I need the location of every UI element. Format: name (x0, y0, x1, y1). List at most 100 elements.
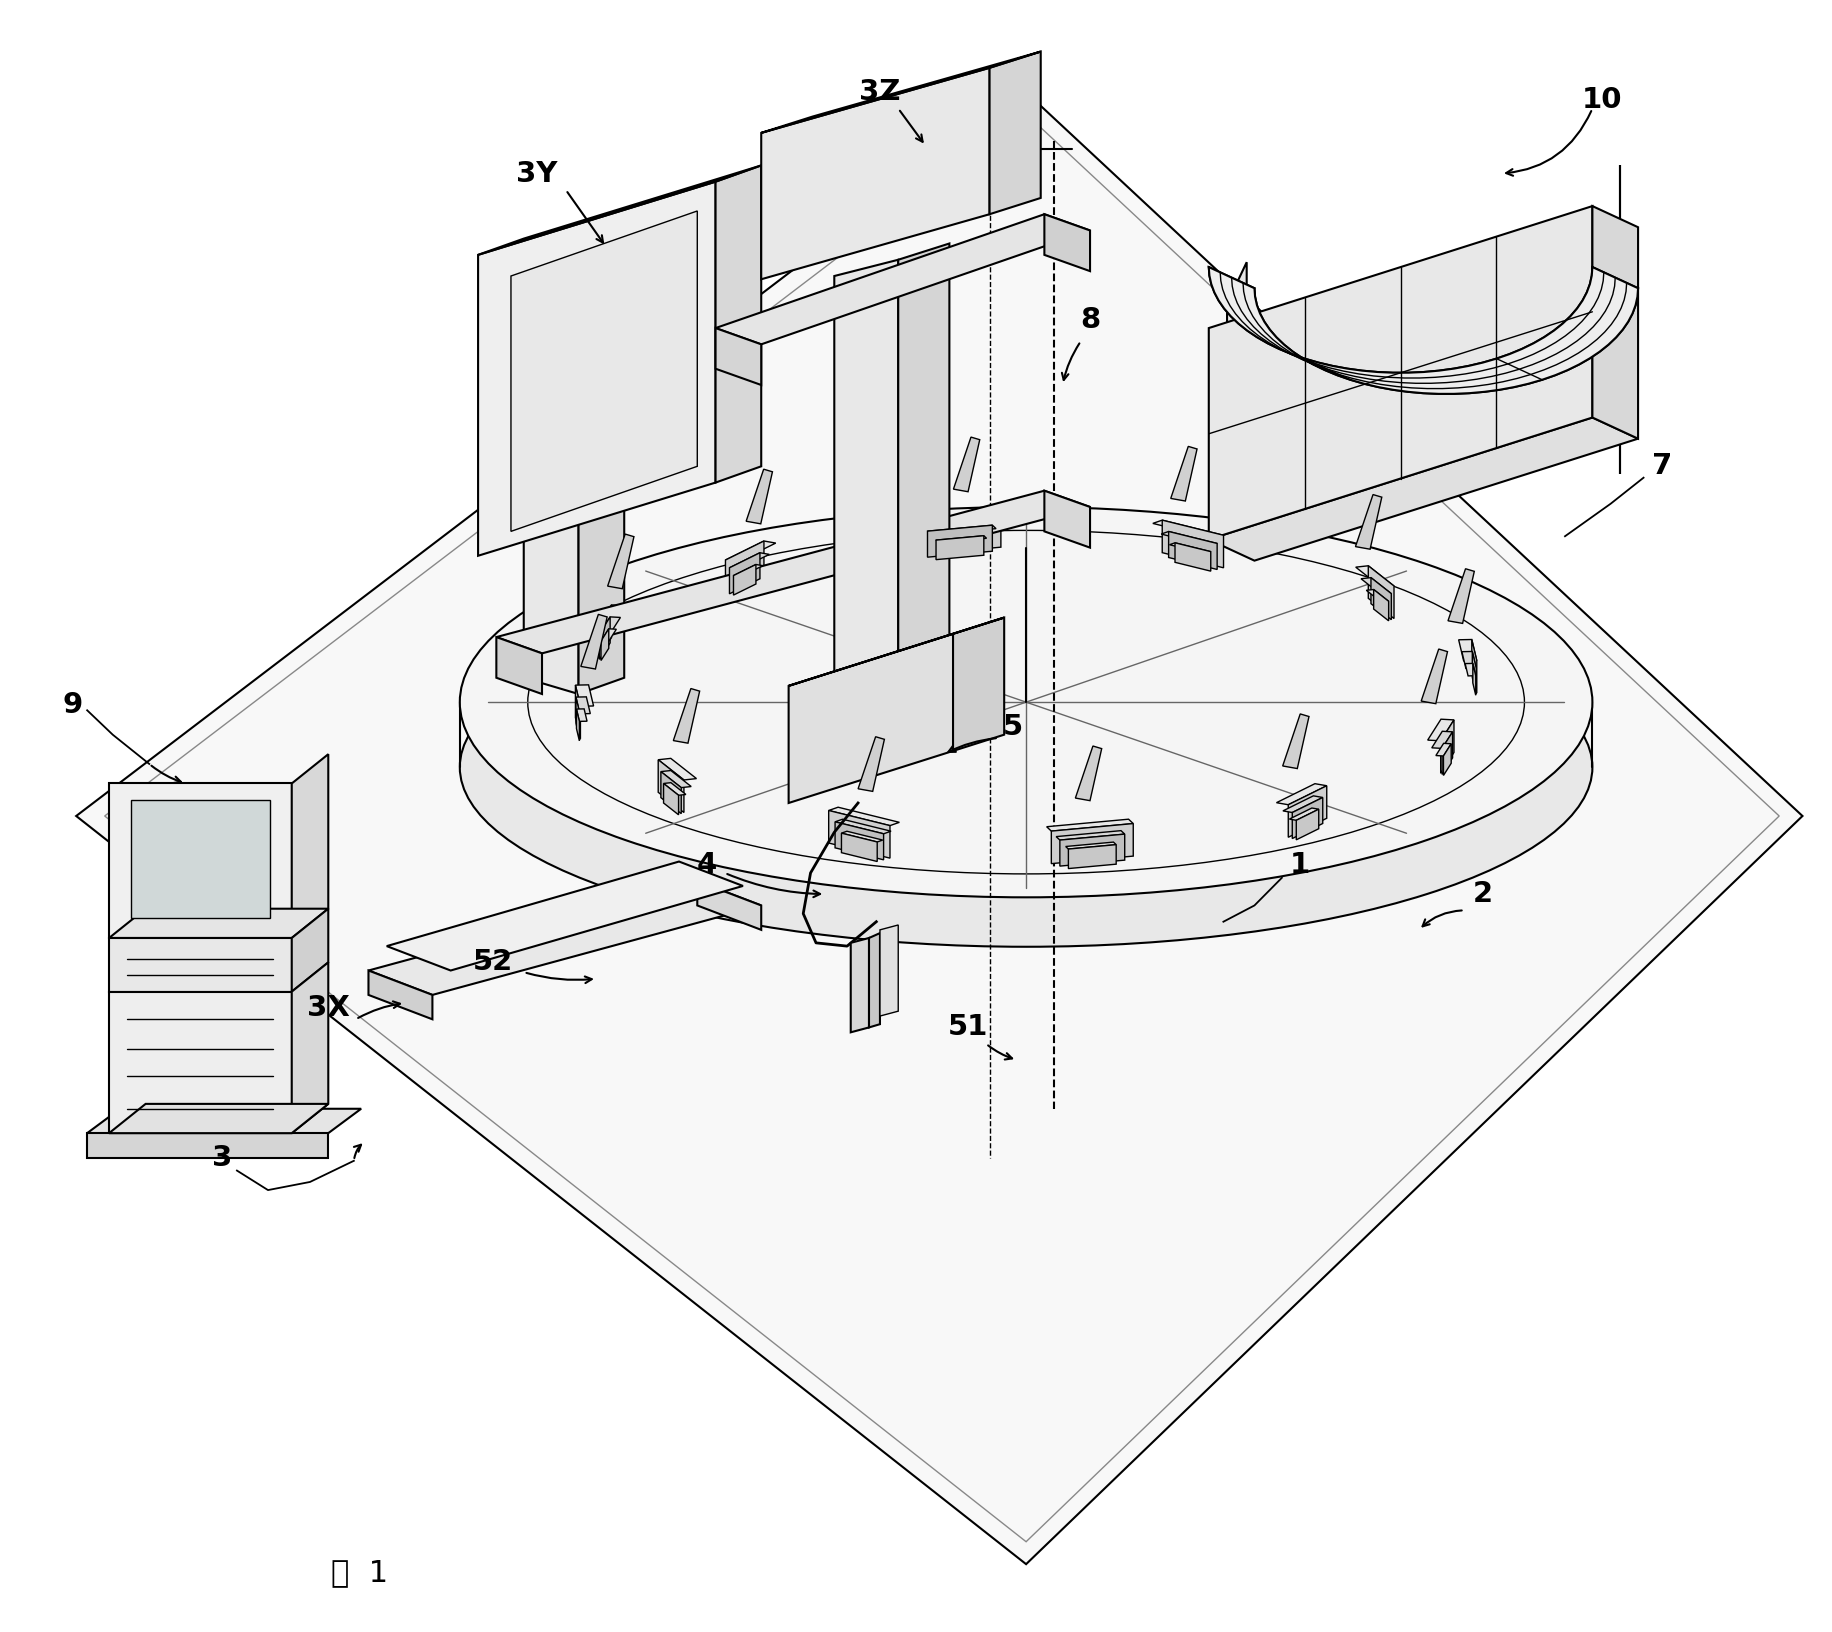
Polygon shape (729, 553, 760, 594)
Text: 3Y: 3Y (515, 160, 557, 188)
Polygon shape (478, 181, 714, 557)
Text: 4: 4 (696, 850, 716, 878)
Polygon shape (898, 243, 949, 702)
Polygon shape (663, 783, 678, 814)
Polygon shape (1434, 743, 1451, 756)
Text: 2: 2 (1471, 880, 1491, 907)
Polygon shape (953, 437, 980, 491)
Polygon shape (597, 605, 612, 658)
Polygon shape (1044, 214, 1090, 271)
Polygon shape (599, 617, 610, 659)
Polygon shape (387, 862, 742, 971)
Polygon shape (760, 69, 989, 279)
Polygon shape (1365, 589, 1389, 602)
Polygon shape (1207, 268, 1638, 393)
Polygon shape (368, 881, 760, 996)
Polygon shape (110, 909, 328, 938)
Polygon shape (850, 938, 868, 1033)
Polygon shape (1471, 640, 1477, 694)
Polygon shape (857, 736, 883, 792)
Polygon shape (478, 165, 760, 255)
Polygon shape (746, 468, 771, 524)
Polygon shape (989, 52, 1041, 214)
Text: 10: 10 (1581, 86, 1621, 114)
Polygon shape (936, 535, 986, 543)
Polygon shape (1356, 566, 1394, 588)
Text: 3: 3 (213, 1144, 233, 1172)
Text: 51: 51 (947, 1013, 987, 1041)
Polygon shape (1372, 589, 1389, 620)
Polygon shape (733, 565, 755, 596)
Polygon shape (953, 617, 1004, 751)
Polygon shape (1442, 731, 1451, 775)
Polygon shape (1447, 568, 1473, 623)
Polygon shape (130, 800, 269, 919)
Polygon shape (1295, 809, 1317, 840)
Polygon shape (1064, 842, 1116, 849)
Polygon shape (841, 834, 878, 862)
Polygon shape (879, 925, 898, 1017)
Polygon shape (714, 214, 1090, 344)
Polygon shape (368, 971, 432, 1020)
Polygon shape (1160, 532, 1216, 547)
Polygon shape (1044, 491, 1090, 548)
Polygon shape (291, 909, 328, 992)
Polygon shape (760, 52, 1041, 132)
Polygon shape (1440, 720, 1453, 774)
Polygon shape (696, 881, 760, 930)
Polygon shape (1207, 418, 1638, 561)
Text: 9: 9 (62, 692, 82, 720)
Polygon shape (579, 238, 625, 694)
Polygon shape (575, 697, 590, 713)
Polygon shape (841, 831, 883, 842)
Polygon shape (1282, 713, 1308, 769)
Polygon shape (1354, 494, 1381, 550)
Polygon shape (1367, 566, 1394, 619)
Polygon shape (835, 819, 890, 834)
Polygon shape (575, 708, 579, 741)
Polygon shape (1431, 731, 1451, 749)
Polygon shape (110, 938, 291, 992)
Polygon shape (1471, 651, 1475, 694)
Polygon shape (936, 535, 984, 560)
Polygon shape (658, 761, 683, 813)
Polygon shape (524, 238, 625, 271)
Polygon shape (1059, 834, 1125, 867)
Polygon shape (927, 526, 991, 557)
Polygon shape (581, 614, 606, 669)
Polygon shape (1458, 640, 1477, 661)
Polygon shape (575, 708, 586, 721)
Polygon shape (1420, 650, 1447, 703)
Polygon shape (110, 992, 291, 1133)
Polygon shape (788, 633, 953, 803)
Polygon shape (110, 1103, 328, 1133)
Ellipse shape (460, 588, 1592, 947)
Polygon shape (1292, 798, 1323, 839)
Polygon shape (672, 689, 700, 743)
Polygon shape (575, 685, 594, 707)
Polygon shape (1370, 578, 1390, 620)
Polygon shape (1288, 785, 1326, 837)
Polygon shape (524, 255, 579, 694)
Polygon shape (597, 605, 625, 627)
Text: 8: 8 (1079, 305, 1099, 335)
Polygon shape (291, 963, 328, 1133)
Polygon shape (1427, 720, 1453, 741)
Text: 图  1: 图 1 (330, 1559, 388, 1586)
Polygon shape (496, 491, 1090, 653)
Ellipse shape (460, 508, 1592, 898)
Polygon shape (661, 772, 682, 814)
Polygon shape (1442, 744, 1451, 775)
Text: 52: 52 (473, 948, 513, 976)
Polygon shape (788, 617, 1004, 685)
Text: 5: 5 (1002, 713, 1022, 741)
Polygon shape (599, 617, 619, 633)
Polygon shape (658, 759, 696, 780)
Text: 1: 1 (1290, 850, 1310, 878)
Polygon shape (733, 565, 762, 576)
Polygon shape (714, 165, 760, 483)
Polygon shape (606, 534, 634, 589)
Polygon shape (1207, 206, 1592, 540)
Polygon shape (1361, 578, 1390, 594)
Polygon shape (828, 811, 890, 858)
